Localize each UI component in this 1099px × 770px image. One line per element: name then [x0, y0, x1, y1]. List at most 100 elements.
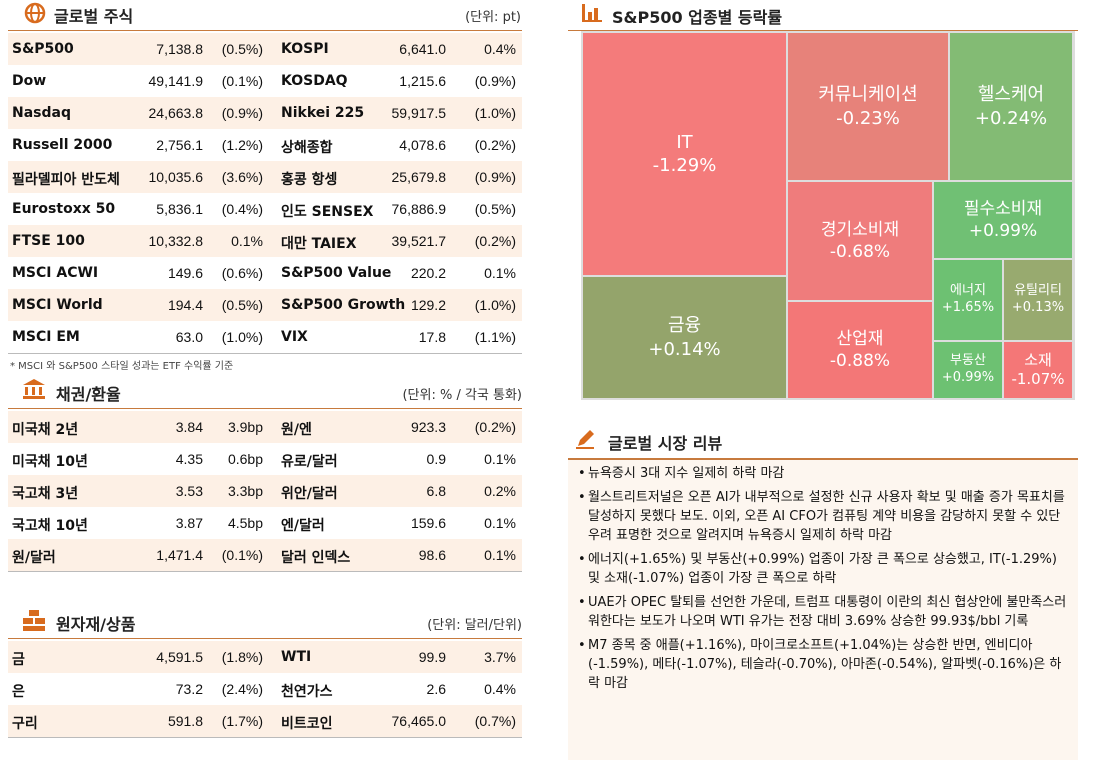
- cell-value: (0.2%): [474, 137, 516, 153]
- unit: (단위: pt): [465, 10, 521, 25]
- cell-value: 3.87: [175, 515, 203, 531]
- cell-value: (3.6%): [221, 169, 263, 185]
- row-label: 미국채 10년: [12, 454, 88, 470]
- row-label: Eurostoxx 50: [12, 201, 116, 217]
- row-label: 천연가스: [281, 684, 333, 700]
- tile-value: +0.13%: [1011, 300, 1065, 315]
- tile-value: +0.99%: [941, 370, 995, 385]
- cell-value: 923.3: [410, 419, 446, 435]
- row-label: FTSE 100: [12, 233, 85, 249]
- cell-value: (0.1%): [221, 547, 263, 563]
- tile-name: 소재: [1024, 350, 1052, 369]
- row-label: 달러 인덱스: [281, 550, 351, 566]
- bank-icon: [23, 379, 45, 399]
- cell-value: (1.2%): [221, 137, 263, 153]
- rule: [8, 353, 522, 354]
- table-row: 미국채 10년 4.35 0.6bp 유로/달러 0.9 0.1%: [8, 443, 522, 475]
- review-item: 월스트리트저널은 오픈 AI가 내부적으로 설정한 신규 사용자 확보 및 매출…: [578, 488, 1068, 545]
- tile-value: +1.65%: [941, 300, 995, 315]
- tile: 금융 +0.14%: [583, 277, 786, 398]
- cell-value: 63.0: [175, 329, 203, 345]
- tile-value: +0.24%: [974, 107, 1048, 129]
- cell-value: 0.1%: [484, 265, 516, 281]
- tile: 유틸리티 +0.13%: [1004, 260, 1072, 340]
- tile-name: 산업재: [836, 328, 884, 349]
- row-label: S&P500 Growth: [281, 297, 406, 313]
- cell-value: 220.2: [410, 265, 446, 281]
- cell-value: (0.5%): [221, 41, 263, 57]
- tile: 산업재 -0.88%: [788, 302, 932, 398]
- cell-value: 73.2: [175, 681, 203, 697]
- row-label: 비트코인: [281, 716, 333, 732]
- cell-value: 4.5bp: [227, 515, 263, 531]
- row-label: MSCI World: [12, 297, 103, 313]
- table-row: S&P500 7,138.8 (0.5%) KOSPI 6,641.0 0.4%: [8, 33, 522, 65]
- table-row: FTSE 100 10,332.8 0.1% 대만 TAIEX 39,521.7 (0.2…: [8, 225, 522, 257]
- cell-value: 10,332.8: [148, 233, 204, 249]
- row-label: WTI: [281, 649, 312, 665]
- row-label: 은: [12, 684, 25, 700]
- cell-value: 3.9bp: [227, 419, 263, 435]
- unit: (단위: 달러/단위): [427, 618, 522, 633]
- row-label: 원/달러: [12, 550, 56, 566]
- rule: [8, 571, 522, 572]
- tile-name: 에너지: [950, 283, 986, 299]
- review-item: M7 종목 중 애플(+1.16%), 마이크로소프트(+1.04%)는 상승한…: [578, 636, 1068, 693]
- cell-value: 2,756.1: [156, 137, 203, 153]
- globe-icon: [24, 2, 46, 24]
- table-row: 금 4,591.5 (1.8%) WTI 99.9 3.7%: [8, 641, 522, 673]
- tile-name: 유틸리티: [1014, 283, 1062, 299]
- cell-value: (0.5%): [474, 201, 516, 217]
- section-title: S&P500 업종별 등락률: [612, 8, 783, 27]
- cell-value: 0.2%: [484, 483, 516, 499]
- table-row: MSCI ACWI 149.6 (0.6%) S&P500 Value 220.2 0.1…: [8, 257, 522, 289]
- row-label: MSCI EM: [12, 329, 80, 345]
- section-title: 원자재/상품: [56, 615, 136, 634]
- row-label: 홍콩 항셍: [281, 172, 338, 188]
- chart-icon: [582, 4, 602, 22]
- cell-value: 6,641.0: [399, 41, 446, 57]
- cell-value: 7,138.8: [156, 41, 203, 57]
- gold-icon: [23, 610, 45, 631]
- tile: 에너지 +1.65%: [934, 260, 1002, 340]
- cell-value: 10,035.6: [148, 169, 204, 185]
- row-label: VIX: [281, 329, 308, 345]
- cell-value: 76,465.0: [391, 713, 447, 729]
- row-label: Nikkei 225: [281, 105, 365, 121]
- cell-value: 4,591.5: [156, 649, 203, 665]
- row-label: 미국채 2년: [12, 422, 79, 438]
- cell-value: 3.7%: [484, 649, 516, 665]
- cell-value: (0.9%): [221, 105, 263, 121]
- tile-name: 금융: [667, 315, 702, 337]
- table-row: 원/달러 1,471.4 (0.1%) 달러 인덱스 98.6 0.1%: [8, 539, 522, 571]
- tile-value: +0.14%: [648, 338, 721, 360]
- tile-value: +0.99%: [968, 221, 1038, 241]
- row-label: 금: [12, 652, 25, 668]
- cell-value: (1.0%): [474, 105, 516, 121]
- cell-value: 99.9: [418, 649, 446, 665]
- tile-name: 커뮤니케이션: [818, 84, 918, 106]
- tile-value: -1.29%: [652, 155, 717, 176]
- pencil-icon: [576, 430, 594, 449]
- row-label: MSCI ACWI: [12, 265, 99, 281]
- tile: 소재 -1.07%: [1004, 342, 1072, 398]
- tile-name: 헬스케어: [977, 84, 1045, 106]
- rule: [8, 408, 522, 409]
- cell-value: (1.7%): [221, 713, 263, 729]
- cell-value: 194.4: [167, 297, 203, 313]
- cell-value: 25,679.8: [391, 169, 447, 185]
- cell-value: (1.0%): [221, 329, 263, 345]
- row-label: 위안/달러: [281, 486, 338, 502]
- cell-value: (1.0%): [474, 297, 516, 313]
- cell-value: 1,471.4: [156, 547, 203, 563]
- tile: IT -1.29%: [583, 33, 786, 275]
- cell-value: (0.1%): [221, 73, 263, 89]
- tile-name: 필수소비재: [963, 198, 1043, 219]
- cell-value: 24,663.8: [148, 105, 204, 121]
- table-row: 필라델피아 반도체 10,035.6 (3.6%) 홍콩 항셍 25,679.8 (0.9…: [8, 161, 522, 193]
- section-title: 채권/환율: [56, 385, 121, 404]
- tile-name: IT: [676, 131, 693, 153]
- row-label: 상해종합: [281, 140, 333, 156]
- row-label: S&P500: [12, 41, 74, 57]
- cell-value: 0.4%: [484, 681, 516, 697]
